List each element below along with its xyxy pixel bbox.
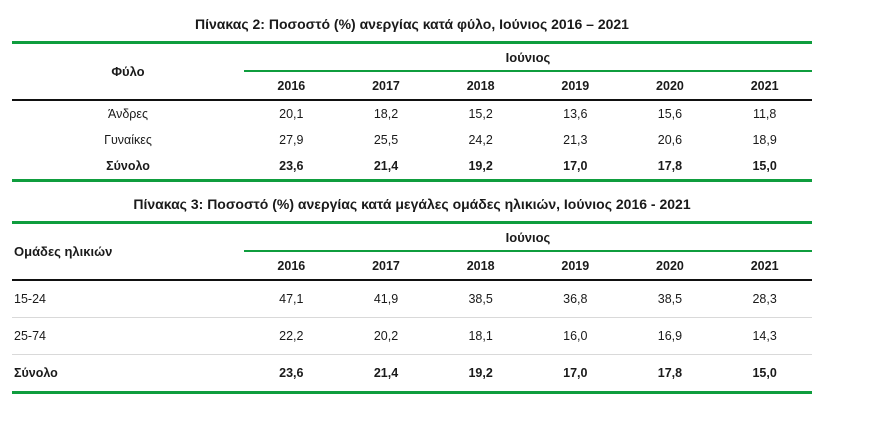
cell: 27,9 <box>279 133 304 147</box>
year-header: 2016 <box>244 71 339 101</box>
cell: 17,0 <box>563 159 588 173</box>
cell: 41,9 <box>373 292 399 306</box>
year-header: 2018 <box>433 251 528 281</box>
year-header: 2020 <box>622 71 718 101</box>
cell: 15,6 <box>657 107 683 121</box>
year-header: 2017 <box>338 71 434 101</box>
cell: 21,3 <box>563 133 588 147</box>
cell: 13,6 <box>563 107 588 121</box>
cell: 18,2 <box>373 107 399 121</box>
table-row-total: Σύνολο 23,6 21,4 19,2 17,0 17,8 15,0 <box>12 355 812 393</box>
cell: 22,2 <box>279 329 304 343</box>
table-3-group-header: Ιούνιος <box>244 222 812 252</box>
cell: 15,0 <box>752 159 777 173</box>
cell: 28,3 <box>752 292 777 306</box>
cell: 21,4 <box>373 366 399 380</box>
table-2-group-header: Ιούνιος <box>244 42 812 72</box>
year-header: 2020 <box>622 251 718 281</box>
cell: 47,1 <box>279 292 304 306</box>
table-2: Φύλο Ιούνιος 2016 2017 2018 2019 2020 20… <box>12 41 812 182</box>
cell: 15,0 <box>752 366 777 380</box>
row-label: 25-74 <box>14 329 46 343</box>
table-3: Ομάδες ηλικιών Ιούνιος 2016 2017 2018 20… <box>12 221 812 394</box>
cell: 21,4 <box>373 159 399 173</box>
cell: 20,2 <box>373 329 399 343</box>
cell: 11,8 <box>752 107 777 121</box>
cell: 20,1 <box>279 107 304 121</box>
year-header: 2016 <box>244 251 339 281</box>
years-header-row: 2016 2017 2018 2019 2020 2021 <box>12 251 812 281</box>
cell: 38,5 <box>468 292 493 306</box>
table-2-block: Πίνακας 2: Ποσοστό (%) ανεργίας κατά φύλ… <box>12 16 812 182</box>
table-row: Άνδρες 20,1 18,2 15,2 13,6 15,6 11,8 <box>12 100 812 127</box>
table-2-col0-header: Φύλο <box>12 42 244 101</box>
cell: 16,0 <box>563 329 588 343</box>
cell: 19,2 <box>468 366 493 380</box>
table-row: 15-24 47,1 41,9 38,5 36,8 38,5 28,3 <box>12 280 812 318</box>
cell: 17,8 <box>657 159 683 173</box>
cell: 14,3 <box>752 329 777 343</box>
table-2-title: Πίνακας 2: Ποσοστό (%) ανεργίας κατά φύλ… <box>195 16 629 32</box>
year-header: 2017 <box>338 251 434 281</box>
table-3-block: Πίνακας 3: Ποσοστό (%) ανεργίας κατά μεγ… <box>12 196 812 394</box>
row-label: 15-24 <box>14 292 46 306</box>
cell: 17,0 <box>563 366 588 380</box>
row-label: Άνδρες <box>107 107 149 121</box>
table-row-total: Σύνολο 23,6 21,4 19,2 17,0 17,8 15,0 <box>12 153 812 181</box>
row-label: Σύνολο <box>14 366 58 380</box>
year-header: 2019 <box>527 71 623 101</box>
cell: 17,8 <box>657 366 683 380</box>
cell: 25,5 <box>373 133 399 147</box>
table-3-col0-header: Ομάδες ηλικιών <box>12 222 244 281</box>
group-header-row: Ομάδες ηλικιών Ιούνιος <box>12 222 812 281</box>
cell: 23,6 <box>279 159 304 173</box>
cell: 18,1 <box>468 329 493 343</box>
year-header: 2018 <box>433 71 528 101</box>
cell: 38,5 <box>657 292 683 306</box>
year-header: 2021 <box>717 71 812 101</box>
cell: 19,2 <box>468 159 493 173</box>
cell: 23,6 <box>279 366 304 380</box>
cell: 16,9 <box>657 329 683 343</box>
years-header-row: 2016 2017 2018 2019 2020 2021 <box>12 71 812 101</box>
cell: 36,8 <box>563 292 588 306</box>
group-header-row: Φύλο Ιούνιος <box>12 42 812 101</box>
table-row: 25-74 22,2 20,2 18,1 16,0 16,9 14,3 <box>12 318 812 355</box>
document-page: Πίνακας 2: Ποσοστό (%) ανεργίας κατά φύλ… <box>12 16 812 394</box>
cell: 18,9 <box>752 133 777 147</box>
year-header: 2021 <box>717 251 812 281</box>
cell: 20,6 <box>657 133 683 147</box>
row-label: Γυναίκες <box>104 133 152 147</box>
row-label: Σύνολο <box>106 159 150 173</box>
table-3-title: Πίνακας 3: Ποσοστό (%) ανεργίας κατά μεγ… <box>133 196 691 212</box>
table-row: Γυναίκες 27,9 25,5 24,2 21,3 20,6 18,9 <box>12 127 812 153</box>
cell: 15,2 <box>468 107 493 121</box>
cell: 24,2 <box>468 133 493 147</box>
year-header: 2019 <box>527 251 623 281</box>
